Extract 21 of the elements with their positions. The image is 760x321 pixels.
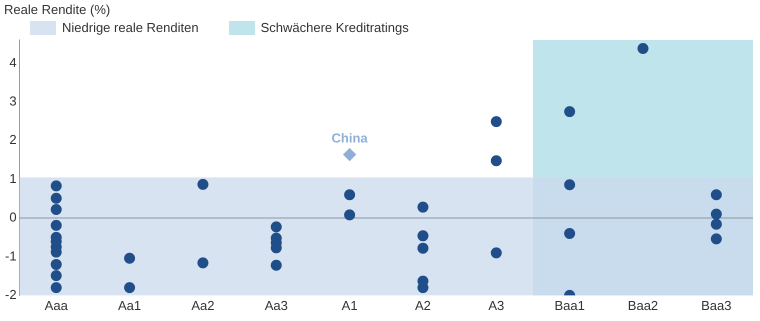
- x-tick-label: Baa1: [554, 298, 585, 313]
- legend-label: Schwächere Kreditratings: [260, 20, 409, 35]
- x-tick-label: A3: [488, 298, 504, 313]
- x-tick-label: Aa1: [118, 298, 142, 313]
- y-tick-label: 1: [9, 170, 17, 186]
- x-tick-label: Baa3: [701, 298, 732, 313]
- x-tick-label: A1: [342, 298, 358, 313]
- x-tick-label: Aa3: [264, 298, 288, 313]
- series-label: China: [332, 130, 368, 146]
- x-tick-label: A2: [415, 298, 431, 313]
- y-tick-label: 4: [9, 54, 17, 70]
- y-tick-label: -1: [4, 248, 17, 264]
- y-axis-title: Reale Rendite (%): [4, 2, 110, 17]
- y-tick-label: -2: [4, 286, 17, 302]
- x-tick-label: Aa2: [191, 298, 214, 313]
- legend-label: Niedrige reale Renditen: [62, 20, 199, 35]
- y-tick-label: 3: [9, 93, 17, 108]
- x-tick-label: Baa2: [628, 298, 658, 313]
- x-tick-label: Aaa: [44, 298, 69, 313]
- y-tick-label: 0: [9, 210, 17, 225]
- y-tick-label: 2: [9, 132, 17, 148]
